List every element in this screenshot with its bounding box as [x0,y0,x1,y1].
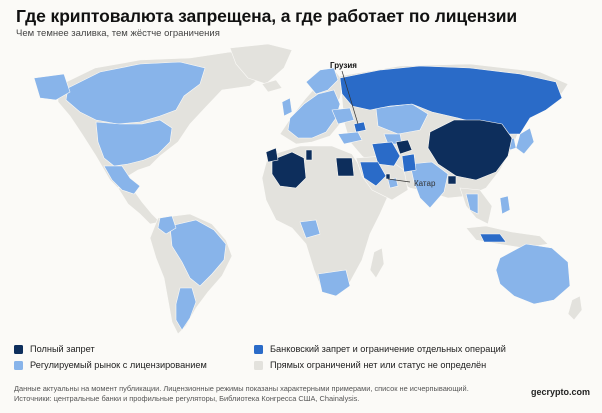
country-saudi-arabia [359,161,387,187]
legend-item-licensed: Регулируемый рынок с лицензированием [14,360,207,370]
country-georgia [353,121,367,133]
map-annotations: Грузия Катар [330,61,436,188]
country-pakistan [401,153,417,173]
qatar-label: Катар [414,179,436,188]
country-egypt [335,157,355,177]
country-turkey [337,131,363,145]
georgia-leader-line [341,70,359,125]
country-afghanistan [395,139,413,155]
footer-note: Данные актуальны на момент публикации. Л… [14,384,469,393]
legend-swatch-none [254,360,263,370]
land-madagascar [369,247,385,279]
legend-item-bank: Банковский запрет и ограничение отдельны… [254,344,506,354]
country-japan [515,127,535,155]
legend: Полный запрет Банковский запрет и ограни… [14,344,594,374]
country-russia [339,65,563,135]
land-greenland [229,43,293,85]
legend-label-licensed: Регулируемый рынок с лицензированием [30,360,207,370]
country-australia [495,243,571,305]
land-central-america [117,187,161,225]
footer-sources: Источники: центральные банки и профильны… [14,394,360,403]
legend-item-ban: Полный запрет [14,344,95,354]
land-nz [567,295,583,321]
country-mexico [103,165,141,195]
country-thailand [465,193,479,215]
country-south-africa [317,269,351,297]
land-iceland [261,79,283,93]
country-morocco [265,147,279,163]
country-scandinavia [305,67,339,95]
brand-logo-text: gecrypto.com [530,387,590,397]
country-algeria [271,151,307,189]
legend-swatch-bank [254,344,263,354]
legend-label-bank: Банковский запрет и ограничение отдельны… [270,344,506,354]
land-indonesia [465,225,549,249]
legend-swatch-ban [14,344,23,354]
country-brazil [169,219,227,287]
legend-item-none: Прямых ограничений нет или статус не опр… [254,360,486,370]
country-philippines [499,195,511,215]
country-argentina [175,287,197,331]
country-qatar [385,173,391,180]
page-subtitle: Чем темнее заливка, тем жёстче ограничен… [16,28,220,39]
country-bangladesh [447,175,457,185]
georgia-label: Грузия [330,61,357,70]
page-title: Где криптовалюта запрещена, а где работа… [16,6,518,26]
country-canada [65,61,206,125]
country-nigeria [299,219,321,239]
country-iran [371,141,401,167]
country-colombia [157,215,177,235]
legend-label-ban: Полный запрет [30,344,95,354]
world-map-svg: Грузия Катар [33,43,583,335]
country-usa [95,119,173,167]
bank-restricted-countries [339,65,563,243]
qatar-leader-line [387,178,411,183]
country-uk [281,97,293,117]
country-indonesia-bank [479,233,507,243]
legend-swatch-licensed [14,360,23,370]
country-alaska [33,73,71,101]
country-china [427,119,513,181]
country-india [409,161,449,209]
country-tunisia [305,149,313,161]
banned-countries [265,119,513,189]
country-uae [387,177,399,189]
legend-label-none: Прямых ограничений нет или статус не опр… [270,360,487,370]
world-map: Грузия Катар [0,38,602,338]
country-ukraine [331,107,355,125]
